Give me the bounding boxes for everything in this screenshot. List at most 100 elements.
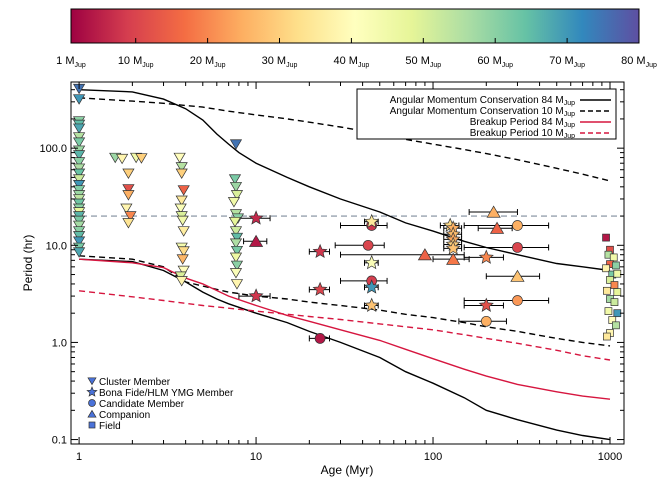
ymg-member-point [364, 254, 380, 270]
curve-legend-label: Angular Momentum Conservation 84 MJup [390, 95, 575, 107]
field-point [610, 281, 619, 289]
colorbar-tick-label: 60 MJup [477, 55, 513, 69]
data-points [72, 83, 622, 344]
x-tick-label: 1 [76, 451, 82, 463]
field-point [610, 298, 619, 306]
cluster-member-point [228, 216, 242, 228]
cluster-member-point [120, 203, 133, 215]
ymg-member-point [248, 210, 264, 225]
curve-legend-label: Breakup Period 84 MJup [470, 117, 575, 129]
y-tick-label: 1.0 [52, 337, 67, 349]
cluster-member-point [176, 254, 189, 265]
ymg-member-point [478, 297, 494, 312]
field-point [609, 253, 618, 262]
axes: 1 10 100 1000 0.1 1.0 10.0 100.0 [39, 82, 624, 463]
ymg-member-point [364, 213, 380, 229]
marker-legend-symbol [86, 386, 98, 397]
field-point [613, 269, 622, 278]
cluster-member-point [72, 123, 86, 134]
cluster-member-point [173, 152, 186, 164]
ymg-member-point [312, 281, 328, 296]
cluster-member-point [230, 279, 244, 290]
cluster-member-point [72, 247, 86, 258]
cluster-member-point [175, 162, 188, 173]
cluster-member-point [135, 153, 148, 164]
field-point [606, 276, 614, 284]
cluster-member-point [72, 137, 86, 148]
ymg-member-point [478, 249, 494, 264]
cluster-member-point [230, 190, 244, 201]
curve-0-lower [79, 258, 611, 441]
field-point [613, 309, 622, 318]
cluster-member-point [72, 157, 86, 168]
x-tick-label: 10 [250, 451, 262, 463]
cluster-member-point [124, 211, 137, 222]
companion-point [489, 221, 505, 234]
field-point [613, 288, 622, 296]
colorbar-tick-label: 80 MJup [621, 55, 657, 69]
cluster-member-point [177, 246, 190, 257]
cluster-member-point [230, 232, 244, 244]
cluster-member-point [72, 150, 86, 161]
curve-3 [79, 290, 611, 361]
cluster-member-point [229, 268, 243, 279]
marker-legend-label: Bona Fide/HLM YMG Member [99, 388, 234, 399]
colorbar-ticks: 1 MJup 10 MJup 20 MJup 30 MJup 40 MJup 50 MJu… [56, 38, 657, 69]
cluster-member-point [177, 226, 190, 237]
ymg-member-point [445, 240, 461, 255]
field-point [604, 307, 613, 315]
colorbar-tick-label: 50 MJup [405, 55, 441, 69]
colorbar: 1 MJup 10 MJup 20 MJup 30 MJup 40 MJup 50 MJu… [56, 8, 657, 69]
cluster-member-point [229, 182, 243, 193]
cluster-member-point [122, 184, 135, 195]
x-tick-label: 1000 [598, 451, 622, 463]
marker-legend-symbol [88, 399, 96, 407]
curve-1-upper [79, 97, 611, 182]
cluster-member-point [227, 197, 241, 208]
cluster-member-point [229, 139, 243, 150]
marker-legend-symbol [87, 377, 97, 386]
field-point [603, 286, 611, 295]
cluster-member-point [115, 153, 129, 165]
cluster-member-point [229, 252, 243, 264]
cluster-member-point [174, 203, 187, 215]
y-tick-label: 100.0 [39, 143, 67, 155]
candidate-member-point [362, 239, 374, 251]
colorbar-tick-label: 70 MJup [549, 55, 585, 69]
field-point [612, 261, 620, 270]
cluster-member-point [177, 265, 190, 277]
field-point [612, 321, 620, 330]
cluster-member-point [72, 220, 86, 232]
plot-frame [70, 81, 625, 445]
marker-legend-symbol [87, 409, 97, 418]
cluster-member-point [122, 218, 135, 229]
y-tick-label: 10.0 [46, 240, 67, 252]
cluster-member-point [177, 185, 190, 196]
cluster-member-point [72, 163, 86, 174]
curve-legend-box [356, 88, 617, 140]
y-axis-label: Period (hr) [21, 235, 35, 292]
candidate-member-point [512, 220, 523, 231]
marker-legend-label: Cluster Member [99, 377, 171, 388]
colorbar-tick-label: 30 MJup [262, 55, 298, 69]
companion-point [486, 205, 501, 218]
cluster-member-point [175, 276, 188, 287]
candidate-member-point [512, 242, 523, 253]
model-curves [79, 89, 611, 441]
cluster-member-point [122, 168, 135, 180]
companion-point [417, 248, 433, 261]
ymg-member-point [364, 279, 380, 294]
cluster-member-point [230, 245, 244, 257]
field-point [603, 332, 611, 341]
y-tick-label: 0.1 [52, 435, 67, 447]
candidate-member-point [480, 315, 492, 327]
colorbar-tick-label: 1 MJup [56, 55, 86, 69]
x-axis-label: Age (Myr) [321, 463, 374, 477]
cluster-member-point [72, 168, 86, 180]
ymg-member-point [248, 288, 264, 303]
cluster-member-point [176, 215, 189, 227]
candidate-member-point [314, 333, 326, 344]
cluster-member-point [72, 236, 86, 247]
colorbar-tick-label: 10 MJup [118, 55, 154, 69]
